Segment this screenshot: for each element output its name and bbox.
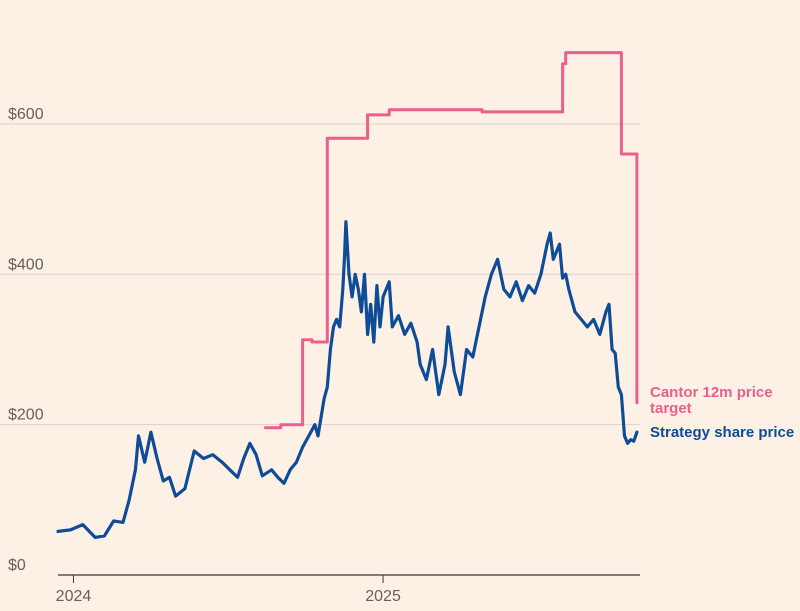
strategy-share-price-line — [56, 220, 639, 539]
strategy-share-price-label: Strategy share price — [650, 424, 794, 441]
cantor-price-target-line — [263, 51, 639, 430]
series-labels: Cantor 12m price target Strategy share pri… — [650, 384, 794, 441]
y-tick-label: $600 — [8, 106, 44, 123]
cantor-price-target-label: Cantor 12m price target — [650, 384, 773, 417]
series-lines — [56, 51, 639, 539]
y-axis-ticks: $0 $200 $400 $600 — [8, 106, 44, 574]
y-tick-label: $0 — [8, 557, 26, 574]
grid-lines — [0, 123, 640, 426]
x-tick-label: 2024 — [56, 588, 92, 605]
y-tick-label: $400 — [8, 256, 44, 273]
x-axis-ticks: 2024 2025 — [56, 575, 401, 605]
y-tick-label: $200 — [8, 407, 44, 424]
x-tick-label: 2025 — [365, 588, 401, 605]
